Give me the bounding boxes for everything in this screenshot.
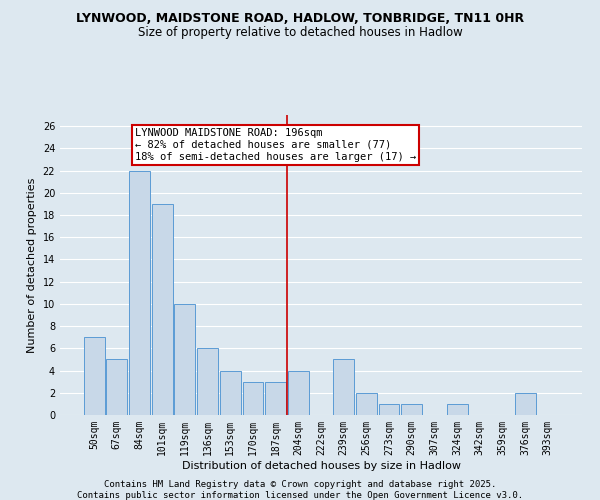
Bar: [333, 360, 354, 415]
Text: LYNWOOD MAIDSTONE ROAD: 196sqm
← 82% of detached houses are smaller (77)
18% of : LYNWOOD MAIDSTONE ROAD: 196sqm ← 82% of …: [135, 128, 416, 162]
Bar: [379, 404, 400, 415]
Bar: [175, 304, 196, 415]
Bar: [265, 382, 286, 415]
Bar: [401, 404, 422, 415]
Bar: [242, 382, 263, 415]
Text: LYNWOOD, MAIDSTONE ROAD, HADLOW, TONBRIDGE, TN11 0HR: LYNWOOD, MAIDSTONE ROAD, HADLOW, TONBRID…: [76, 12, 524, 26]
Bar: [197, 348, 218, 415]
Bar: [84, 337, 104, 415]
Bar: [356, 393, 377, 415]
Bar: [152, 204, 173, 415]
Text: Size of property relative to detached houses in Hadlow: Size of property relative to detached ho…: [137, 26, 463, 39]
Bar: [446, 404, 467, 415]
Text: Contains public sector information licensed under the Open Government Licence v3: Contains public sector information licen…: [77, 491, 523, 500]
Text: Contains HM Land Registry data © Crown copyright and database right 2025.: Contains HM Land Registry data © Crown c…: [104, 480, 496, 489]
Bar: [515, 393, 536, 415]
Bar: [220, 370, 241, 415]
Y-axis label: Number of detached properties: Number of detached properties: [27, 178, 37, 352]
Bar: [129, 170, 150, 415]
Bar: [106, 360, 127, 415]
Bar: [288, 370, 309, 415]
X-axis label: Distribution of detached houses by size in Hadlow: Distribution of detached houses by size …: [182, 460, 461, 470]
